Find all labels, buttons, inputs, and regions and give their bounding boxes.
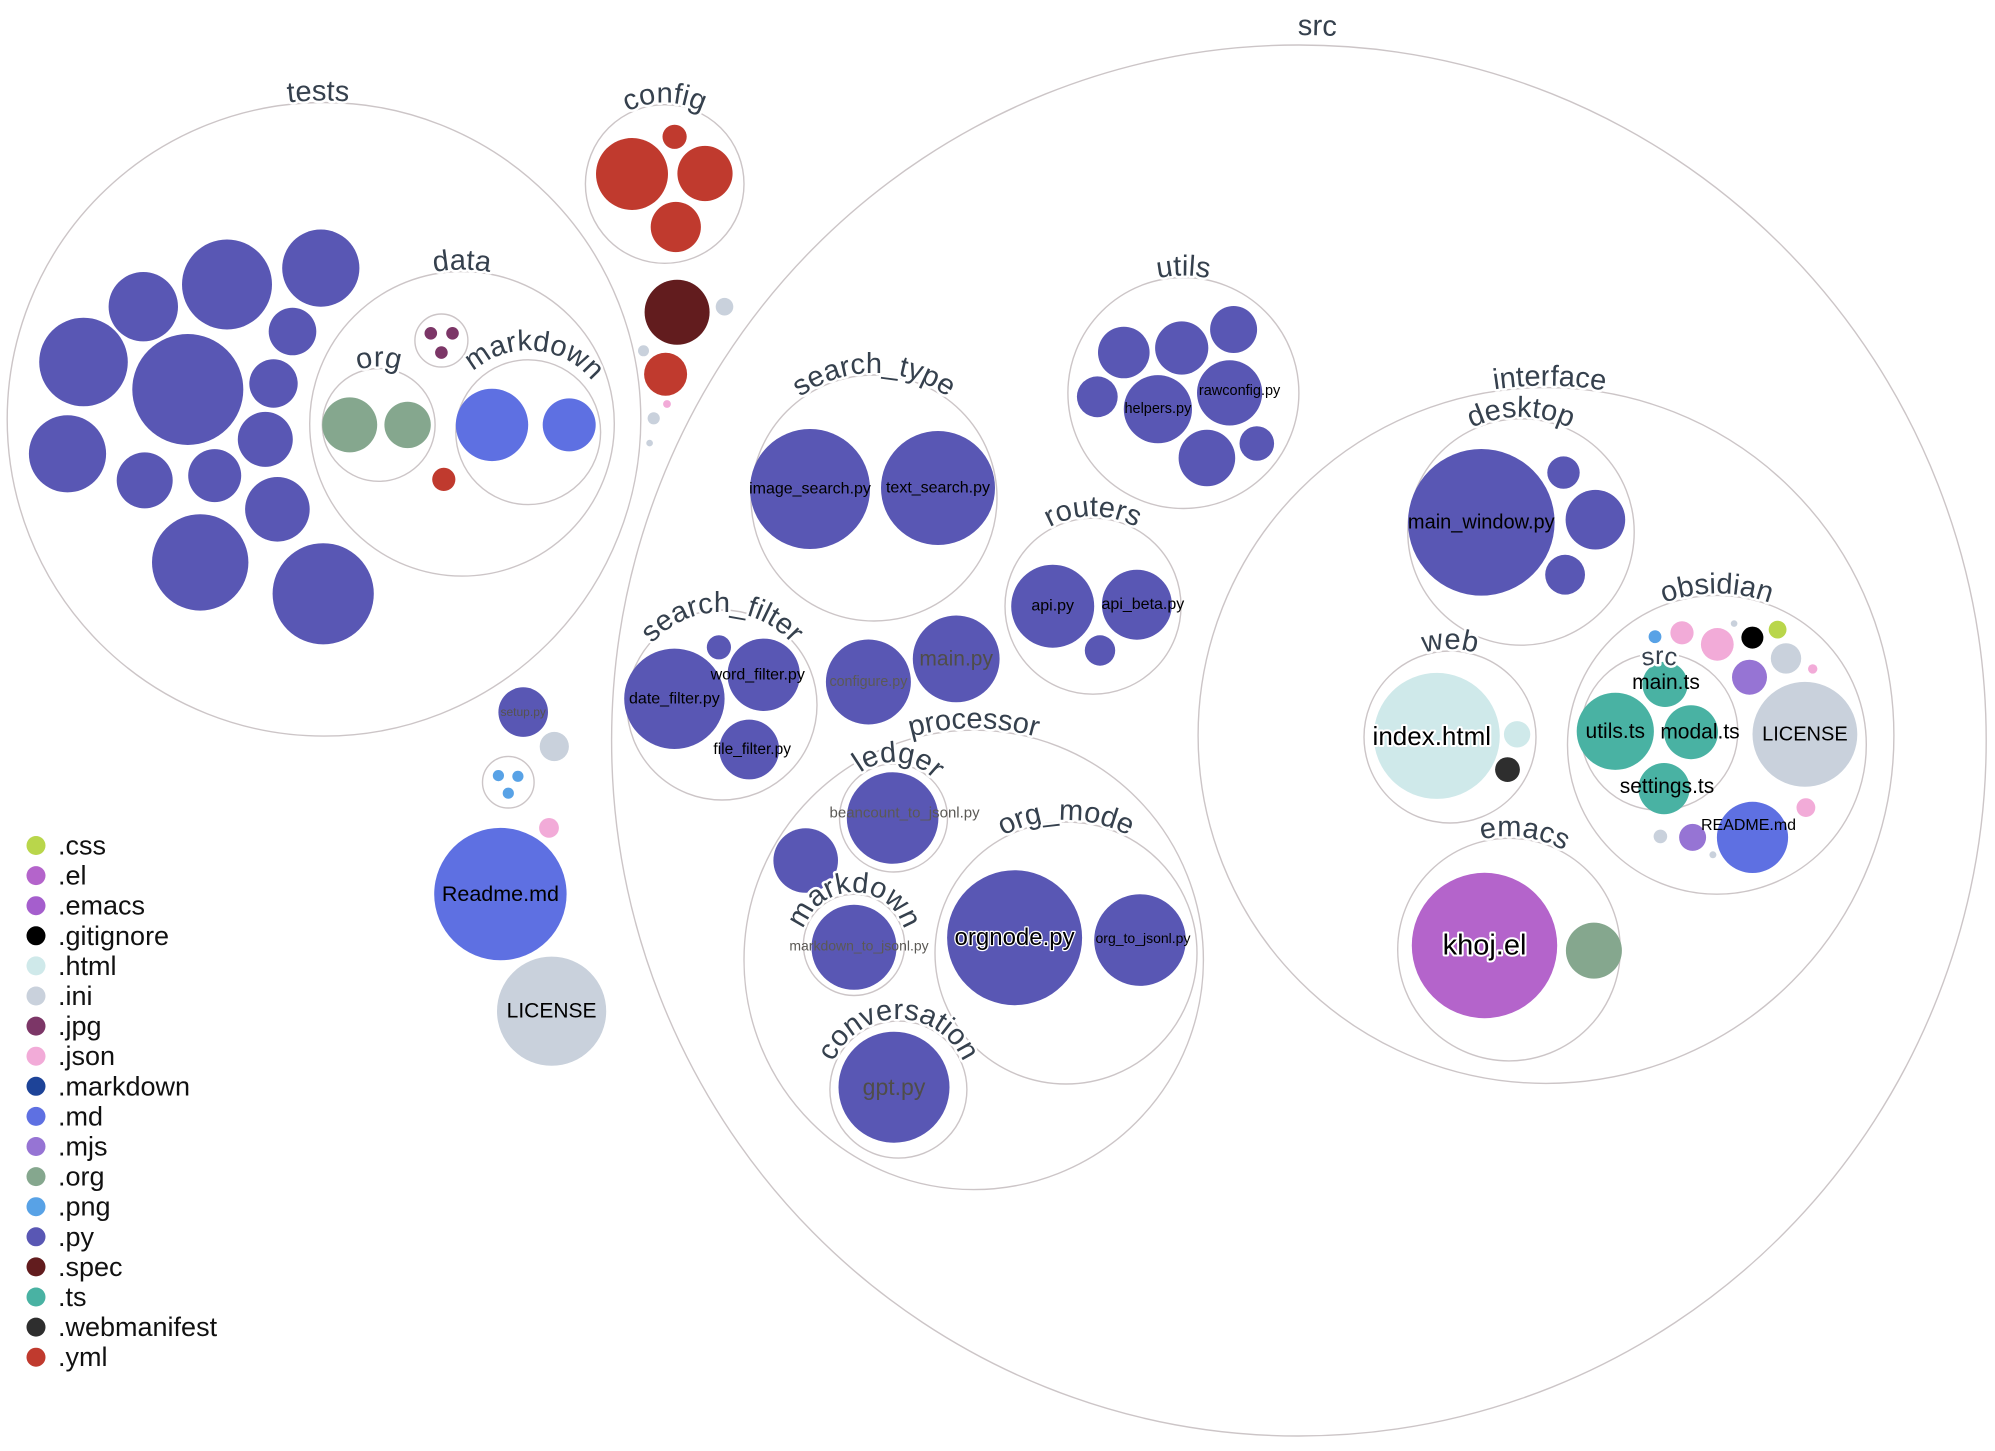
svg-text:markdown_to_jsonl.py: markdown_to_jsonl.py: [789, 937, 928, 953]
svg-text:configure.py: configure.py: [829, 674, 908, 690]
svg-text:src: src: [1639, 642, 1679, 672]
svg-text:text_search.py: text_search.py: [886, 480, 990, 497]
svg-text:.yml: .yml: [58, 1342, 108, 1372]
svg-text:Readme.md: Readme.md: [442, 882, 559, 906]
svg-text:helpers.py: helpers.py: [1124, 401, 1192, 417]
svg-text:.jpg: .jpg: [58, 1011, 102, 1041]
svg-text:LICENSE: LICENSE: [507, 1000, 597, 1023]
svg-text:utils.ts: utils.ts: [1586, 720, 1646, 743]
svg-text:.py: .py: [58, 1222, 95, 1252]
svg-text:src: src: [1298, 10, 1338, 43]
svg-text:file_filter.py: file_filter.py: [713, 741, 791, 758]
svg-text:org_to_jsonl.py: org_to_jsonl.py: [1096, 930, 1191, 946]
svg-text:modal.ts: modal.ts: [1660, 721, 1739, 744]
svg-text:.org: .org: [58, 1162, 105, 1192]
svg-text:.ini: .ini: [58, 981, 93, 1011]
svg-text:word_filter.py: word_filter.py: [710, 666, 805, 683]
svg-text:LICENSE: LICENSE: [1762, 723, 1848, 745]
svg-text:.spec: .spec: [58, 1252, 123, 1282]
svg-text:.mjs: .mjs: [58, 1132, 108, 1162]
svg-text:org: org: [353, 341, 405, 376]
svg-text:tests: tests: [285, 75, 350, 109]
svg-text:api.py: api.py: [1031, 598, 1074, 615]
svg-text:.json: .json: [58, 1041, 115, 1071]
svg-text:.css: .css: [58, 831, 106, 861]
svg-text:utils: utils: [1154, 250, 1213, 285]
svg-text:.webmanifest: .webmanifest: [58, 1312, 218, 1342]
svg-text:.png: .png: [58, 1192, 111, 1222]
svg-text:README.md: README.md: [1701, 817, 1796, 834]
svg-text:main.ts: main.ts: [1632, 671, 1700, 694]
svg-text:interface: interface: [1491, 361, 1609, 398]
svg-text:gpt.py: gpt.py: [863, 1074, 926, 1100]
svg-text:date_filter.py: date_filter.py: [629, 690, 720, 707]
svg-text:rawconfig.py: rawconfig.py: [1199, 383, 1281, 399]
svg-text:data: data: [431, 244, 494, 279]
svg-text:beancount_to_jsonl.py: beancount_to_jsonl.py: [830, 805, 981, 822]
svg-text:.md: .md: [58, 1101, 103, 1131]
svg-text:web: web: [1418, 624, 1481, 660]
svg-text:settings.ts: settings.ts: [1620, 775, 1715, 798]
svg-text:khoj.el: khoj.el: [1443, 930, 1527, 962]
svg-text:setup.py: setup.py: [501, 705, 546, 719]
svg-text:main_window.py: main_window.py: [1408, 511, 1555, 533]
svg-text:.markdown: .markdown: [58, 1071, 190, 1101]
svg-text:.html: .html: [58, 951, 117, 981]
svg-text:image_search.py: image_search.py: [749, 481, 871, 498]
svg-text:.gitignore: .gitignore: [58, 921, 169, 951]
svg-text:.emacs: .emacs: [58, 891, 145, 921]
svg-text:.ts: .ts: [58, 1282, 87, 1312]
svg-text:main.py: main.py: [919, 647, 993, 670]
svg-text:index.html: index.html: [1373, 721, 1492, 751]
svg-text:api_beta.py: api_beta.py: [1102, 596, 1185, 613]
svg-text:orgnode.py: orgnode.py: [955, 924, 1075, 951]
svg-text:.el: .el: [58, 861, 87, 891]
